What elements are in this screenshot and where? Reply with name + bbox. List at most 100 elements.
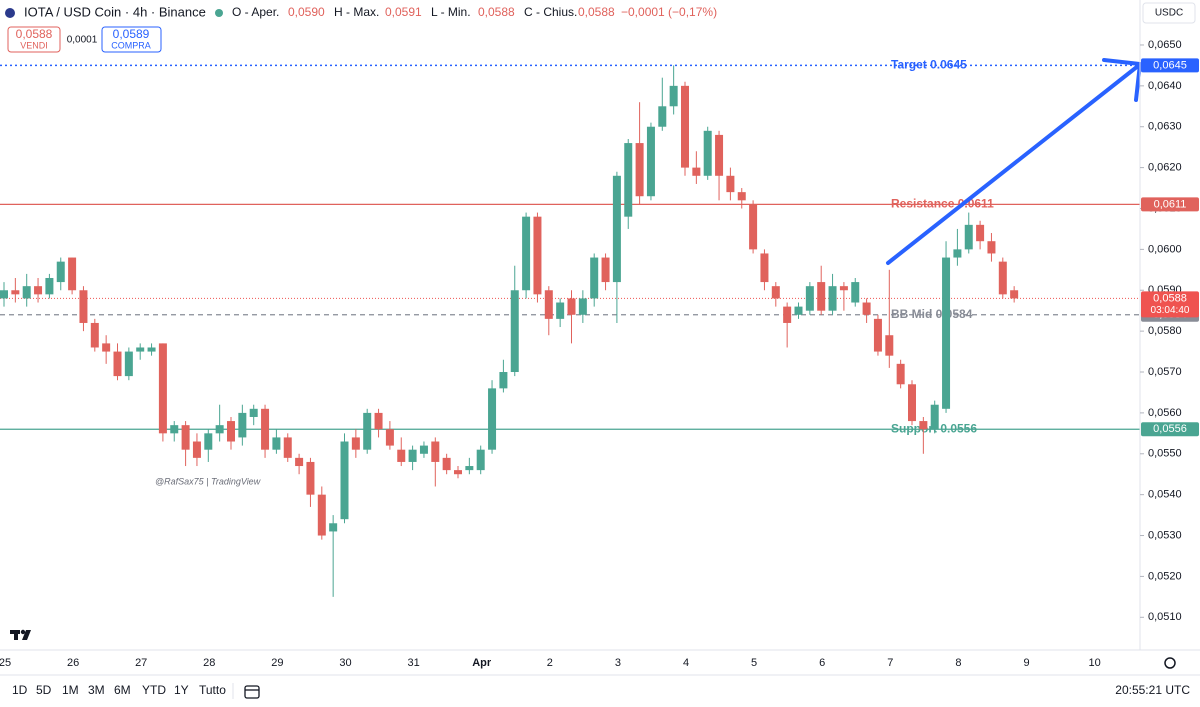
candle-body bbox=[715, 134, 724, 176]
candle-body bbox=[34, 286, 43, 295]
x-tick-label: 4 bbox=[683, 657, 689, 669]
candle-body bbox=[817, 282, 826, 311]
last-price-label: 0,0588 bbox=[1153, 292, 1187, 304]
candle-body bbox=[885, 335, 894, 356]
candle-body bbox=[851, 282, 860, 303]
candle-body bbox=[56, 261, 65, 283]
last-price-tag bbox=[1141, 291, 1199, 318]
y-tick-label: 0,0580 bbox=[1148, 325, 1182, 337]
candles bbox=[0, 65, 1019, 597]
ohlc-label: C - Chius. bbox=[524, 5, 577, 19]
y-tick-label: 0,0600 bbox=[1148, 243, 1182, 255]
x-tick-label: 25 bbox=[0, 657, 11, 669]
range-button[interactable]: 5D bbox=[36, 683, 52, 697]
candle-body bbox=[976, 224, 985, 242]
candle-body bbox=[136, 347, 145, 352]
candle-body bbox=[839, 286, 848, 291]
x-tick-label: 31 bbox=[407, 657, 419, 669]
candle-body bbox=[590, 257, 599, 299]
x-tick-label: 30 bbox=[339, 657, 351, 669]
sell-price[interactable]: 0,0588 bbox=[16, 27, 53, 41]
candle-body bbox=[522, 216, 531, 291]
candle-body bbox=[295, 457, 304, 467]
price-tag-label: 0,0556 bbox=[1153, 423, 1187, 435]
candle-body bbox=[646, 126, 655, 197]
y-tick-label: 0,0520 bbox=[1148, 570, 1182, 582]
candle-body bbox=[998, 261, 1007, 295]
candle-body bbox=[158, 343, 167, 434]
candle-body bbox=[942, 257, 951, 409]
range-button[interactable]: Tutto bbox=[199, 683, 226, 697]
candle-body bbox=[726, 175, 735, 193]
candle-body bbox=[465, 466, 474, 471]
candle-body bbox=[556, 302, 565, 319]
y-tick-label: 0,0570 bbox=[1148, 366, 1182, 378]
y-tick-label: 0,0650 bbox=[1148, 39, 1182, 51]
level-label: Resistance 0.0611 bbox=[891, 197, 994, 211]
currency-button[interactable] bbox=[1142, 2, 1196, 24]
candle-body bbox=[317, 494, 326, 536]
candle-body bbox=[397, 449, 406, 462]
candle-body bbox=[1010, 290, 1019, 299]
price-tag bbox=[1141, 197, 1199, 212]
candle-body bbox=[873, 318, 882, 352]
sell-button[interactable] bbox=[7, 26, 61, 53]
range-button[interactable]: 6M bbox=[114, 683, 131, 697]
x-tick-label: 10 bbox=[1088, 657, 1100, 669]
candle-body bbox=[22, 286, 31, 299]
candle-body bbox=[340, 441, 349, 520]
candle-body bbox=[454, 470, 462, 475]
candle-body bbox=[419, 445, 428, 454]
calendar-button[interactable] bbox=[244, 685, 260, 699]
price-tag bbox=[1141, 58, 1199, 73]
candle-body bbox=[510, 290, 519, 373]
candle-body bbox=[192, 441, 201, 458]
candle-body bbox=[442, 457, 451, 471]
settings-button[interactable] bbox=[1164, 657, 1176, 669]
clock: 20:55:21 UTC bbox=[1115, 683, 1190, 697]
ohlc-label: O - Aper. bbox=[232, 5, 279, 19]
candle-body bbox=[283, 437, 292, 458]
candle-body bbox=[68, 257, 77, 291]
candle-body bbox=[930, 404, 939, 430]
candle-body bbox=[351, 437, 360, 450]
candle-body bbox=[749, 204, 758, 250]
candle-body bbox=[249, 408, 258, 417]
candle-body bbox=[170, 425, 179, 434]
candle-body bbox=[953, 249, 962, 258]
spread: 0,0001 bbox=[67, 35, 98, 46]
range-button[interactable]: YTD bbox=[142, 683, 166, 697]
x-tick-label: 26 bbox=[67, 657, 79, 669]
candle-body bbox=[828, 286, 837, 311]
candle-body bbox=[499, 372, 508, 389]
candle-body bbox=[669, 85, 678, 107]
ohlc-change: −0,0001 (−0,17%) bbox=[621, 5, 717, 19]
y-tick-label: 0,0550 bbox=[1148, 448, 1182, 460]
price-tag bbox=[1141, 422, 1199, 437]
x-tick-label: 7 bbox=[887, 657, 893, 669]
range-button[interactable]: 1M bbox=[62, 683, 79, 697]
symbol-icon bbox=[5, 8, 15, 18]
x-tick-label: 2 bbox=[547, 657, 553, 669]
candle-body bbox=[181, 425, 190, 450]
y-axis: 0,0510 0,0520 0,0530 0,0540 0,0550 0,0560 0,05… bbox=[1140, 39, 1182, 623]
candle-body bbox=[624, 143, 633, 217]
ohlc-label: L - Min. bbox=[431, 5, 471, 19]
buy-label[interactable]: COMPRA bbox=[111, 40, 151, 50]
buy-button[interactable] bbox=[101, 26, 162, 53]
range-button[interactable]: 3M bbox=[88, 683, 105, 697]
range-button[interactable]: 1D bbox=[12, 683, 28, 697]
x-tick-label: 28 bbox=[203, 657, 215, 669]
buy-price[interactable]: 0,0589 bbox=[113, 27, 150, 41]
candle-body bbox=[204, 433, 213, 450]
ohlc-value: 0,0591 bbox=[385, 5, 422, 19]
candle-body bbox=[783, 306, 792, 323]
currency[interactable]: USDC bbox=[1155, 8, 1183, 19]
toolbar: 1D 5D 1M 3M 6M YTD 1Y Tutto bbox=[12, 683, 226, 697]
sell-label[interactable]: VENDI bbox=[20, 40, 48, 50]
range-button[interactable]: 1Y bbox=[174, 683, 189, 697]
level-label: Target 0.0645 bbox=[891, 58, 967, 72]
candle-body bbox=[635, 143, 644, 197]
candle-body bbox=[533, 216, 542, 295]
